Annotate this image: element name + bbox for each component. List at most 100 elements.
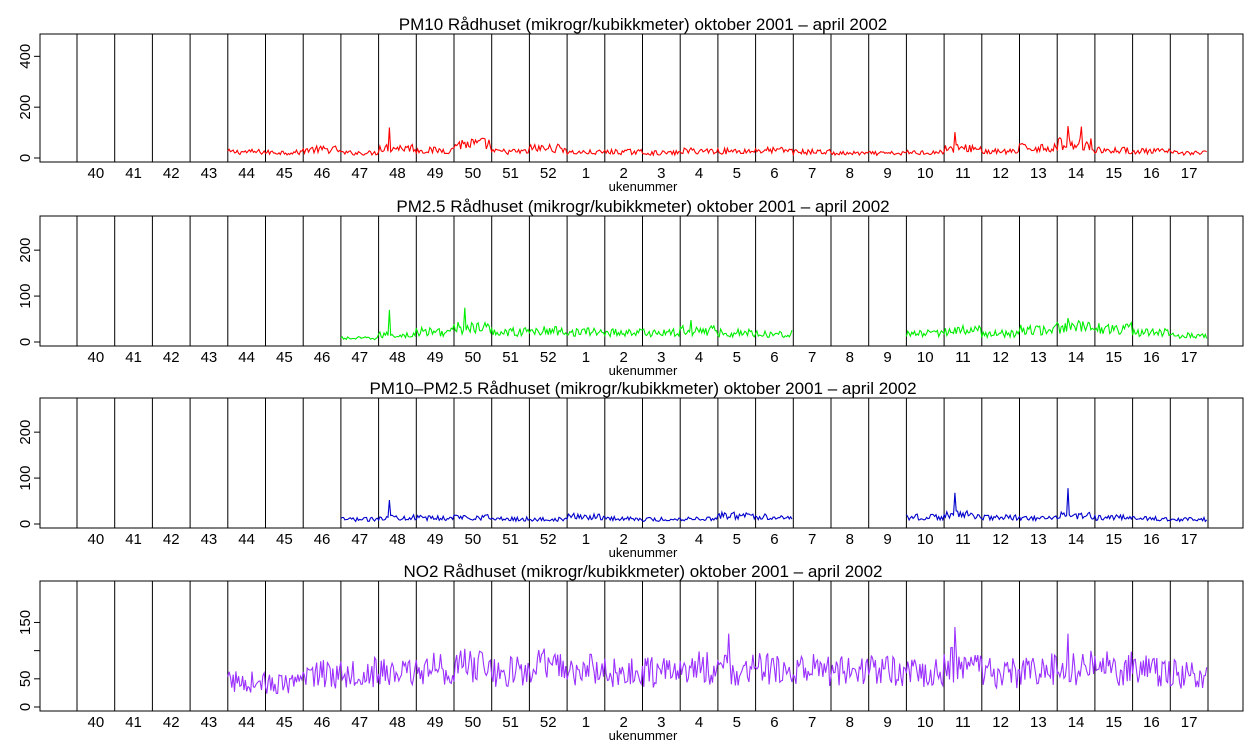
- y-tick-label: 200: [17, 95, 34, 120]
- x-tick-label: 44: [238, 165, 255, 182]
- x-tick-label: 52: [540, 349, 557, 366]
- x-tick-label: 41: [125, 349, 142, 366]
- x-tick-label: 5: [733, 165, 741, 182]
- chart-panel-4: NO2 Rådhuset (mikrogr/kubikkmeter) oktob…: [17, 562, 1244, 743]
- x-tick-label: 40: [88, 714, 105, 731]
- x-tick-label: 43: [201, 714, 218, 731]
- x-tick-label: 3: [657, 349, 665, 366]
- y-tick-label: 100: [17, 466, 34, 491]
- x-tick-label: 16: [1143, 349, 1160, 366]
- x-tick-label: 4: [695, 714, 703, 731]
- plot-frame: [39, 215, 1244, 347]
- x-tick-label: 45: [276, 531, 293, 548]
- x-tick-label: 44: [238, 714, 255, 731]
- x-tick-label: 10: [917, 531, 934, 548]
- x-tick-label: 49: [427, 531, 444, 548]
- x-tick-label: 1: [582, 714, 590, 731]
- x-tick-label: 47: [351, 349, 368, 366]
- x-tick-label: 49: [427, 165, 444, 182]
- x-tick-label: 15: [1105, 714, 1122, 731]
- x-axis-label: ukenummer: [609, 728, 678, 743]
- chart-panel-2: PM2.5 Rådhuset (mikrogr/kubikkmeter) okt…: [17, 197, 1244, 378]
- x-tick-label: 51: [502, 531, 519, 548]
- x-tick-label: 16: [1143, 531, 1160, 548]
- x-tick-label: 9: [883, 349, 891, 366]
- x-tick-label: 46: [314, 165, 331, 182]
- chart-title: PM10 Rådhuset (mikrogr/kubikkmeter) okto…: [399, 15, 888, 34]
- x-tick-label: 13: [1030, 165, 1047, 182]
- plot-frame: [39, 397, 1244, 529]
- series-line: [905, 488, 1208, 523]
- x-tick-label: 8: [846, 349, 854, 366]
- x-tick-label: 46: [314, 349, 331, 366]
- x-tick-label: 44: [238, 349, 255, 366]
- x-tick-label: 45: [276, 714, 293, 731]
- x-tick-label: 4: [695, 349, 703, 366]
- x-tick-label: 2: [619, 531, 627, 548]
- x-tick-label: 9: [883, 531, 891, 548]
- x-tick-label: 2: [619, 165, 627, 182]
- y-tick-label: 100: [17, 284, 34, 309]
- x-tick-label: 48: [389, 165, 406, 182]
- x-tick-label: 41: [125, 531, 142, 548]
- x-tick-label: 11: [955, 714, 971, 731]
- x-tick-label: 47: [351, 165, 368, 182]
- x-tick-label: 6: [770, 531, 778, 548]
- chart-panel-1: PM10 Rådhuset (mikrogr/kubikkmeter) okto…: [17, 15, 1244, 194]
- x-tick-label: 15: [1105, 165, 1122, 182]
- x-tick-label: 2: [619, 714, 627, 731]
- x-tick-label: 5: [733, 531, 741, 548]
- x-tick-label: 8: [846, 531, 854, 548]
- x-tick-label: 15: [1105, 531, 1122, 548]
- x-tick-label: 41: [125, 714, 142, 731]
- x-tick-label: 42: [163, 165, 180, 182]
- x-tick-label: 50: [465, 349, 482, 366]
- x-tick-label: 40: [88, 165, 105, 182]
- y-tick-label: 400: [17, 44, 34, 69]
- x-tick-label: 17: [1181, 714, 1198, 731]
- x-tick-label: 14: [1068, 714, 1085, 731]
- chart-title: PM10–PM2.5 Rådhuset (mikrogr/kubikkmeter…: [369, 379, 916, 398]
- x-tick-label: 1: [582, 349, 590, 366]
- series-line: [227, 626, 1208, 695]
- x-tick-label: 14: [1068, 349, 1085, 366]
- x-tick-label: 51: [502, 165, 519, 182]
- y-tick-label: 0: [17, 703, 34, 711]
- x-tick-label: 40: [88, 531, 105, 548]
- x-tick-label: 12: [992, 714, 1009, 731]
- x-tick-label: 43: [201, 165, 218, 182]
- x-tick-label: 16: [1143, 714, 1160, 731]
- x-tick-label: 50: [465, 714, 482, 731]
- x-tick-label: 10: [917, 165, 934, 182]
- x-tick-label: 9: [883, 165, 891, 182]
- x-tick-label: 7: [808, 531, 816, 548]
- plot-frame: [39, 33, 1244, 163]
- x-tick-label: 43: [201, 349, 218, 366]
- x-axis-label: ukenummer: [609, 179, 678, 194]
- x-tick-label: 5: [733, 714, 741, 731]
- chart-title: PM2.5 Rådhuset (mikrogr/kubikkmeter) okt…: [396, 197, 889, 216]
- series-line: [905, 317, 1208, 340]
- y-tick-label: 50: [17, 670, 34, 687]
- x-tick-label: 11: [955, 349, 971, 366]
- y-tick-label: 0: [17, 338, 34, 346]
- x-tick-label: 7: [808, 714, 816, 731]
- x-tick-label: 11: [955, 531, 971, 548]
- x-tick-label: 45: [276, 165, 293, 182]
- x-tick-label: 1: [582, 531, 590, 548]
- x-tick-label: 44: [238, 531, 255, 548]
- y-tick-label: 200: [17, 238, 34, 263]
- x-tick-label: 47: [351, 531, 368, 548]
- x-tick-label: 4: [695, 531, 703, 548]
- x-tick-label: 7: [808, 165, 816, 182]
- chart-title: NO2 Rådhuset (mikrogr/kubikkmeter) oktob…: [403, 562, 882, 581]
- series-line: [340, 500, 793, 523]
- x-tick-label: 12: [992, 349, 1009, 366]
- y-tick-label: 0: [17, 520, 34, 528]
- x-tick-label: 14: [1068, 165, 1085, 182]
- x-tick-label: 12: [992, 531, 1009, 548]
- x-tick-label: 48: [389, 531, 406, 548]
- x-tick-label: 2: [619, 349, 627, 366]
